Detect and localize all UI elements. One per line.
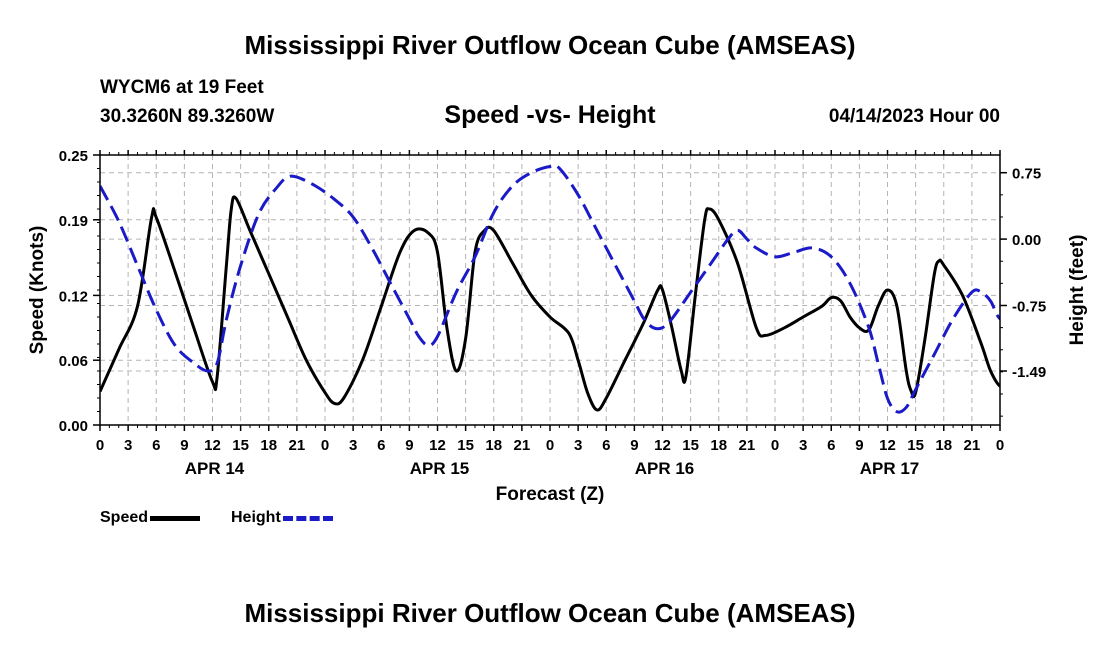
y-left-tick-label: 0.19 (59, 213, 88, 230)
x-tick-label: 15 (232, 437, 249, 454)
y-left-tick-label: 0.12 (59, 288, 88, 305)
y-axis-left-label: Speed (Knots) (27, 226, 48, 355)
x-tick-label: 0 (96, 437, 104, 454)
x-tick-label: 18 (485, 437, 502, 454)
day-label: APR 16 (635, 459, 695, 478)
x-tick-label: 21 (964, 437, 981, 454)
day-label: APR 15 (410, 459, 470, 478)
x-tick-label: 21 (514, 437, 531, 454)
height-series-line (100, 163, 1000, 414)
x-tick-label: 6 (152, 437, 160, 454)
x-tick-label: 18 (260, 437, 277, 454)
coordinates-label: 30.3260N 89.3260W (100, 106, 275, 127)
y-right-tick-label: 0.00 (1012, 232, 1041, 249)
x-tick-label: 0 (321, 437, 329, 454)
chart-subtitle: Speed -vs- Height (444, 101, 656, 129)
x-tick-label: 6 (602, 437, 610, 454)
legend-speed-swatch (150, 515, 201, 521)
x-tick-label: 9 (405, 437, 413, 454)
x-tick-label: 3 (574, 437, 582, 454)
footer-title: Mississippi River Outflow Ocean Cube (AM… (244, 598, 856, 628)
legend-height-label: Height (231, 509, 281, 526)
y-left-tick-label: 0.06 (59, 353, 88, 370)
forecast-date-label: 04/14/2023 Hour 00 (828, 106, 1000, 127)
station-label: WYCM6 at 19 Feet (100, 77, 264, 98)
x-tick-label: 0 (546, 437, 554, 454)
y-left-tick-label: 0.25 (59, 148, 88, 165)
x-tick-label: 18 (710, 437, 727, 454)
legend-speed-label: Speed (100, 509, 149, 526)
x-tick-label: 15 (907, 437, 924, 454)
x-tick-label: 6 (827, 437, 835, 454)
day-label: APR 14 (185, 459, 245, 478)
x-tick-label: 9 (180, 437, 188, 454)
x-tick-label: 3 (124, 437, 132, 454)
y-axis-right-label: Height (feet) (1067, 235, 1088, 346)
x-tick-label: 21 (289, 437, 306, 454)
y-left-tick-label: 0.00 (59, 418, 88, 435)
x-tick-label: 12 (429, 437, 446, 454)
legend-height: Height (231, 509, 333, 527)
x-tick-label: 0 (771, 437, 779, 454)
x-tick-label: 12 (204, 437, 221, 454)
y-right-tick-label: -0.75 (1012, 298, 1046, 315)
x-axis-label: Forecast (Z) (496, 484, 605, 505)
main-title: Mississippi River Outflow Ocean Cube (AM… (244, 30, 856, 60)
legend-height-swatch (282, 515, 333, 521)
x-tick-label: 12 (879, 437, 896, 454)
y-right-tick-label: -1.49 (1012, 364, 1046, 381)
x-tick-label: 15 (682, 437, 699, 454)
axis-layer: 0 3 6 9 12 15 18 21 0 3 6 9 12 15 18 21 0 3 6 9 12 15 18 21 0 3 6 9… (59, 148, 1046, 478)
x-tick-label: 3 (799, 437, 807, 454)
y-right-tick-label: 0.75 (1012, 166, 1041, 183)
x-tick-label: 9 (630, 437, 638, 454)
legend-speed: Speed (100, 509, 201, 527)
x-tick-label: 15 (457, 437, 474, 454)
speed-series-line (100, 195, 1000, 412)
x-tick-label: 12 (654, 437, 671, 454)
x-tick-label: 18 (935, 437, 952, 454)
x-tick-label: 21 (739, 437, 756, 454)
grid-layer (100, 155, 1000, 425)
day-label: APR 17 (860, 459, 920, 478)
x-tick-label: 3 (349, 437, 357, 454)
x-tick-label: 6 (377, 437, 385, 454)
series-layer (100, 163, 1000, 414)
x-tick-label: 0 (996, 437, 1004, 454)
x-tick-label: 9 (855, 437, 863, 454)
